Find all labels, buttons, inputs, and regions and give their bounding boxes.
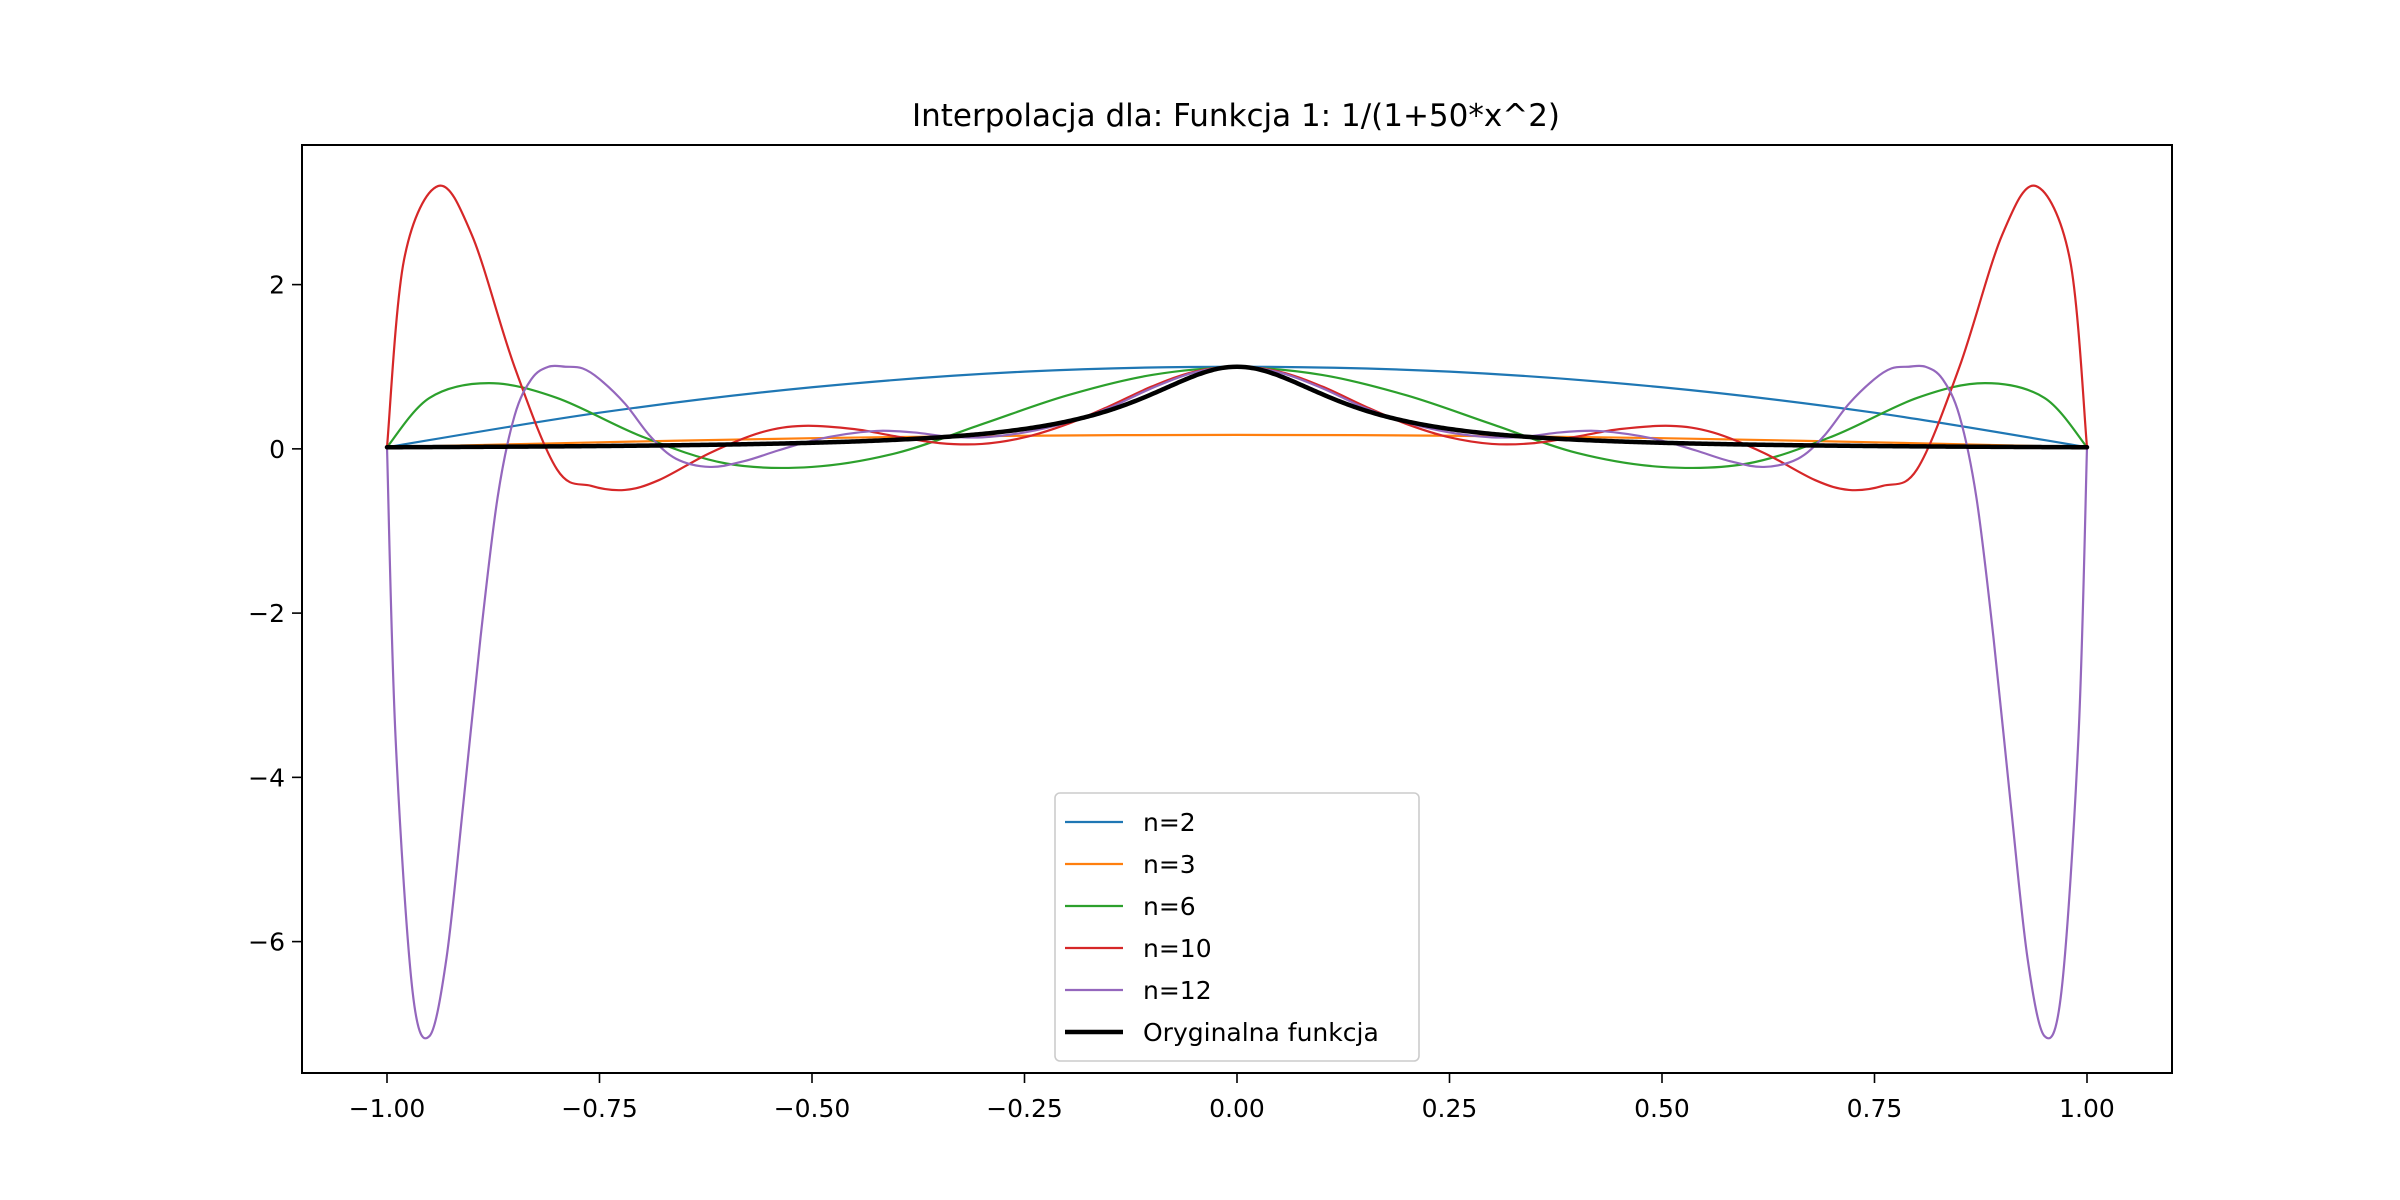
x-tick-label: −0.50 (774, 1094, 851, 1123)
y-tick-label: −6 (248, 928, 285, 957)
x-tick-label: −1.00 (349, 1094, 426, 1123)
legend-box (1054, 792, 1420, 1062)
legend-label-4: n=12 (1143, 976, 1212, 1005)
x-tick-label: −0.25 (986, 1094, 1063, 1123)
y-tick-label: −2 (248, 599, 285, 628)
x-tick-label: 1.00 (2059, 1094, 2115, 1123)
series-line-5 (384, 364, 2090, 450)
series-line-2 (385, 366, 2089, 470)
chart-title: Interpolacja dla: Funkcja 1: 1/(1+50*x^2… (912, 98, 1560, 134)
legend-label-1: n=3 (1143, 850, 1196, 879)
x-tick-label: 0.00 (1209, 1094, 1265, 1123)
y-tick-label: −4 (248, 763, 285, 792)
x-tick-label: 0.25 (1422, 1094, 1478, 1123)
x-tick-label: −0.75 (561, 1094, 638, 1123)
legend-label-0: n=2 (1143, 808, 1196, 837)
legend-label-2: n=6 (1143, 892, 1196, 921)
series-line-1 (385, 433, 2089, 449)
legend: n=2 n=3 n=6 n=10 n=12 Oryginalna funkcja (1054, 792, 1420, 1062)
y-axis: −6 −4 −2 0 2 (248, 271, 302, 957)
x-axis: −1.00 −0.75 −0.50 −0.25 0.00 0.25 0.50 0.75 1.00 (349, 1073, 2115, 1123)
legend-label-3: n=10 (1143, 934, 1212, 963)
legend-label-5: Oryginalna funkcja (1143, 1018, 1379, 1047)
y-tick-label: 2 (269, 271, 285, 300)
plot-lines (384, 184, 2090, 1040)
x-tick-label: 0.50 (1634, 1094, 1690, 1123)
y-tick-label: 0 (269, 435, 285, 464)
x-tick-label: 0.75 (1847, 1094, 1903, 1123)
